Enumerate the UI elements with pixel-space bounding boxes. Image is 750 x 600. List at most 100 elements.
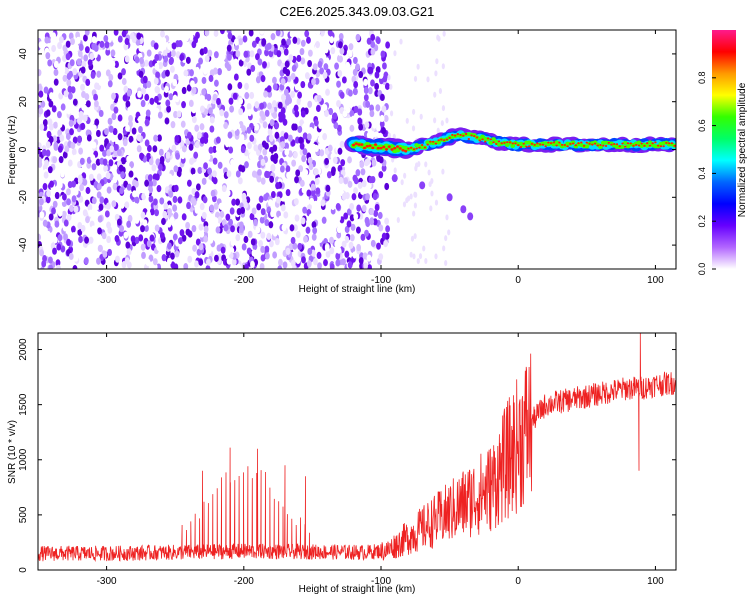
spectrogram-noise-cell bbox=[80, 122, 86, 130]
spectrogram-trace-cell bbox=[667, 142, 671, 145]
spectrogram-noise-cell bbox=[381, 164, 387, 172]
spectrogram-noise-cell bbox=[213, 202, 219, 210]
spectrogram-noise-cell bbox=[324, 57, 330, 65]
spectrogram-noise-cell bbox=[434, 70, 438, 77]
spectrogram-noise-cell bbox=[322, 71, 328, 79]
spectrogram-noise-cell bbox=[320, 189, 325, 198]
spectrogram-noise-cell bbox=[348, 89, 353, 97]
spectrogram-noise-cell bbox=[321, 216, 327, 224]
spectrogram-noise-cell bbox=[68, 252, 74, 261]
spectrogram-noise-cell bbox=[363, 78, 368, 87]
spectrogram-noise-cell bbox=[264, 170, 269, 179]
spectrogram-noise-cell bbox=[172, 195, 178, 204]
spectrogram-noise-cell bbox=[57, 145, 63, 153]
spectrogram-noise-cell bbox=[400, 179, 404, 186]
spectrogram-noise-cell bbox=[52, 236, 58, 244]
spectrogram-noise-cell bbox=[396, 217, 400, 224]
spectrogram-noise-cell bbox=[370, 239, 376, 248]
spectrogram-noise-cell bbox=[314, 77, 320, 85]
spectrogram-trace-cell bbox=[547, 141, 550, 144]
spectrogram-noise-cell bbox=[113, 30, 119, 36]
spectrogram-noise-cell bbox=[140, 243, 146, 251]
spectrogram-noise-cell bbox=[98, 203, 104, 211]
spectrogram-noise-cell bbox=[369, 217, 375, 226]
spectrogram-noise-cell bbox=[292, 242, 298, 250]
spectrogram-noise-cell bbox=[99, 144, 105, 152]
spectrogram-noise-cell bbox=[411, 125, 416, 132]
spectrogram-noise-cell bbox=[181, 213, 187, 221]
spectrogram-noise-cell bbox=[148, 195, 154, 203]
spectrogram-noise-cell bbox=[272, 229, 278, 237]
spectrogram-noise-cell bbox=[163, 202, 169, 210]
spectrogram-noise-cell bbox=[160, 30, 165, 38]
spectrogram-noise-cell bbox=[381, 232, 387, 240]
spectrogram-noise-cell bbox=[39, 249, 45, 257]
spectrogram-noise-cell bbox=[358, 70, 364, 79]
spectrogram-noise-cell bbox=[207, 198, 213, 206]
spectrogram-trace-cell bbox=[647, 140, 653, 145]
spectrogram-noise-cell bbox=[137, 115, 143, 124]
spectrogram-trace-cell bbox=[459, 133, 462, 136]
spectrogram-noise-cell bbox=[135, 205, 141, 213]
spectrogram-noise-cell bbox=[128, 135, 134, 143]
spectrogram-noise-cell bbox=[270, 33, 276, 41]
spectrogram-noise-cell bbox=[78, 147, 84, 155]
spectrogram-noise-cell bbox=[374, 71, 380, 79]
spectrogram-noise-cell bbox=[355, 161, 361, 169]
spectrogram-trace-cell bbox=[442, 139, 446, 142]
spectrogram-noise-cell bbox=[357, 117, 363, 125]
spectrogram-noise-cell bbox=[123, 85, 129, 93]
spectrogram-noise-cell bbox=[66, 213, 72, 222]
spectrogram-noise-cell bbox=[146, 80, 152, 89]
spectrogram-noise-cell bbox=[187, 230, 193, 238]
spectrogram-noise-cell bbox=[81, 60, 87, 69]
spectrogram-x-tick-label: -200 bbox=[234, 275, 254, 286]
spectrogram-noise-cell bbox=[338, 32, 344, 41]
spectrogram-noise-cell bbox=[192, 244, 197, 252]
spectrogram-noise-cell bbox=[416, 258, 420, 265]
spectrogram-noise-cell bbox=[110, 135, 116, 143]
spectrogram-y-ticks: -40 -20 0 20 40 bbox=[18, 48, 676, 252]
snr-y-label: SNR (10 * v/v) bbox=[7, 420, 18, 484]
spectrogram-noise-cell bbox=[283, 211, 289, 219]
spectrogram-noise-cell bbox=[134, 56, 140, 64]
spectrogram-noise-cell bbox=[102, 158, 108, 166]
spectrogram-noise-cell bbox=[134, 180, 139, 188]
spectrogram-noise-cell bbox=[379, 114, 385, 123]
spectrogram-noise-cell bbox=[141, 87, 146, 95]
spectrogram-noise-cell bbox=[130, 235, 136, 243]
spectrogram-noise-cell bbox=[67, 92, 73, 100]
spectrogram-noise-cell bbox=[167, 242, 172, 250]
spectrogram-noise-cell bbox=[168, 93, 174, 101]
spectrogram-trace-cell bbox=[637, 144, 641, 147]
spectrogram-noise-cell bbox=[49, 180, 55, 188]
spectrogram-noise-cell bbox=[248, 30, 254, 37]
spectrogram-noise-cell bbox=[378, 253, 384, 261]
colorbar-tick-label: 0.6 bbox=[697, 119, 707, 132]
spectrogram-noise-cell bbox=[172, 233, 178, 241]
spectrogram-noise-cell bbox=[214, 254, 219, 262]
spectrogram-noise-cell bbox=[310, 183, 316, 191]
spectrogram-noise-cell bbox=[275, 30, 281, 37]
spectrogram-noise-cell bbox=[139, 152, 144, 160]
spectrogram-noise-cell bbox=[229, 207, 235, 215]
spectrogram-noise-cell bbox=[121, 77, 127, 86]
spectrogram-noise-cell bbox=[264, 218, 270, 227]
spectrogram-noise-cell bbox=[41, 148, 47, 157]
spectrogram-noise-cell bbox=[412, 253, 416, 260]
spectrogram-noise-cell bbox=[104, 210, 110, 218]
spectrogram-noise-cell bbox=[316, 94, 322, 103]
spectrogram-trace-cell bbox=[607, 141, 610, 144]
spectrogram-noise-cell bbox=[340, 63, 346, 71]
spectrogram-noise-cell bbox=[40, 100, 46, 108]
spectrogram-noise-cell bbox=[312, 227, 318, 235]
spectrogram-noise-cell bbox=[42, 182, 48, 191]
spectrogram-noise-cell bbox=[226, 170, 232, 178]
spectrogram-noise-cell bbox=[269, 175, 275, 183]
spectrogram-noise-cell bbox=[371, 121, 377, 129]
spectrogram-trace-cell bbox=[387, 145, 391, 148]
colorbar: 0.0 0.2 0.4 0.6 0.8 Normalized spectral ampl… bbox=[697, 30, 748, 275]
spectrogram-noise-cell bbox=[57, 209, 63, 217]
spectrogram-noise-cell bbox=[223, 121, 229, 130]
